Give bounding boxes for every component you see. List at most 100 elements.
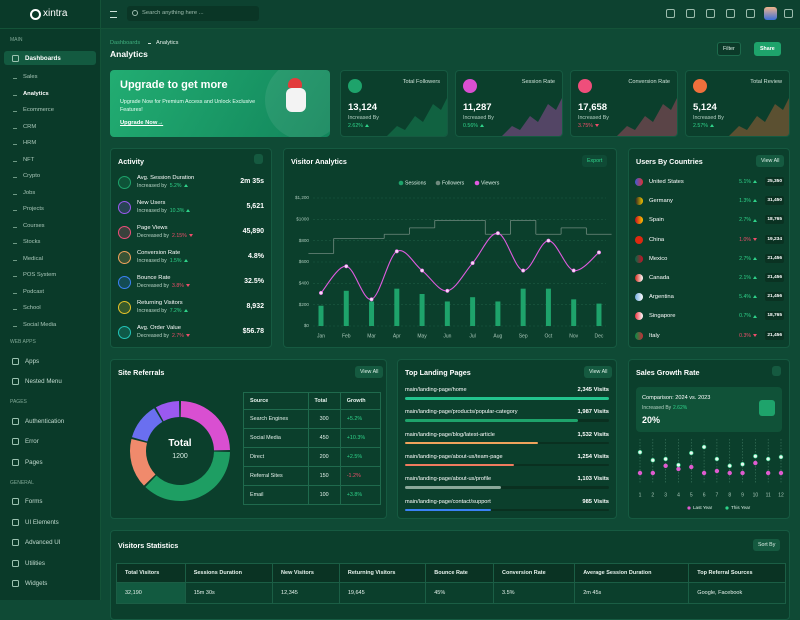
x-tick-label: Dec (595, 333, 604, 339)
nav-item[interactable]: Pages (4, 455, 96, 469)
more-button[interactable] (254, 154, 263, 164)
nav-subitem[interactable]: Ecommerce (23, 107, 54, 113)
nav-dash (13, 210, 17, 211)
nav-subitem[interactable]: Jobs (23, 189, 36, 196)
growth-icon (759, 400, 775, 416)
trend-arrow (753, 256, 757, 260)
x-tick-label: Jun (443, 333, 451, 339)
country-value: 21,456 (765, 330, 784, 340)
nav-subitem[interactable]: Analytics (23, 90, 49, 97)
bar (520, 288, 526, 326)
point (676, 462, 681, 468)
topbar: Search anything here ... (101, 0, 800, 29)
nav-subitem[interactable]: Sales (23, 74, 38, 80)
share-button[interactable]: Share (754, 42, 781, 56)
referrals-donut (130, 401, 230, 501)
page-path: main/landing-page/contact/support (405, 498, 491, 505)
activity-change: 10.3% (169, 208, 185, 214)
nav-item[interactable]: Forms (4, 495, 96, 509)
nav-item[interactable]: UI Elements (4, 515, 96, 529)
activity-value: 4.8% (248, 253, 264, 260)
bar (545, 288, 551, 326)
logo-icon (30, 9, 41, 20)
nav-item[interactable]: Authentication (4, 414, 96, 428)
table-header-row: Source Total Growth (243, 392, 382, 410)
banner-link[interactable]: Upgrade Now→ (120, 120, 164, 126)
bar (470, 297, 476, 326)
nav-subitem[interactable]: Medical (23, 255, 43, 262)
activity-icon (118, 251, 131, 264)
filter-button[interactable]: Filter (717, 42, 741, 56)
trend-arrow (183, 259, 188, 263)
trend-arrow (186, 209, 191, 213)
topbar-icon[interactable] (726, 9, 735, 18)
activity-icon (118, 301, 131, 314)
view-all-button[interactable]: View All (756, 155, 785, 167)
menu-toggle[interactable] (110, 11, 117, 18)
breadcrumb-root[interactable]: Dashboards (110, 40, 141, 46)
topbar-icon[interactable] (706, 9, 715, 18)
country-change-row: 2.1% (739, 275, 757, 281)
search-box[interactable]: Search anything here ... (127, 6, 259, 21)
nav-subitem[interactable]: Podcast (23, 288, 44, 295)
topbar-icon[interactable] (686, 9, 695, 18)
point (637, 470, 643, 476)
nav-subitem[interactable]: Stocks (23, 239, 41, 245)
topbar-icon[interactable] (746, 9, 755, 18)
country-change-row: 5.4% (739, 294, 757, 300)
activity-label: Decreased by (137, 333, 170, 339)
nav-subitem[interactable]: Courses (23, 222, 45, 229)
page-visits: 1,532 Visits (577, 431, 609, 438)
nav-subitem[interactable]: School (23, 305, 41, 311)
nav-subitem[interactable]: Projects (23, 206, 44, 212)
stat-card: Conversion Rate 17,658 Increased By 3.75% (570, 70, 678, 137)
table-cell: 19,645 (338, 582, 427, 604)
point (714, 468, 720, 474)
nav-subitem[interactable]: POS System (23, 272, 57, 278)
nav-subitem[interactable]: Social Media (23, 321, 57, 328)
nav-item[interactable]: Error (4, 435, 96, 449)
export-button[interactable]: Export (582, 155, 608, 167)
nav-item[interactable]: Utilities (4, 556, 96, 570)
view-all-button[interactable]: View All (355, 366, 384, 378)
country-change: 2.7% (739, 217, 751, 224)
stat-change: 3.75% (578, 123, 594, 129)
nav-label: Widgets (25, 580, 48, 587)
nav-item[interactable]: Nested Menu (4, 375, 96, 389)
topbar-icon[interactable] (666, 9, 675, 18)
table-row: Direct 200 +2.5% (243, 447, 382, 467)
view-all-button[interactable]: View All (584, 366, 613, 378)
card-title: Users By Countries (636, 157, 703, 166)
activity-label: Increased by (137, 183, 167, 189)
stat-icon (693, 79, 707, 93)
y-tick-label: $0 (304, 323, 310, 328)
section-label: WEB APPS (10, 339, 36, 345)
source-name: Email (243, 485, 309, 505)
sort-button[interactable]: Sort By (753, 539, 781, 551)
nav-item[interactable]: Dashboards (4, 51, 96, 65)
activity-label: Increased by (137, 258, 167, 264)
nav-label: UI Elements (25, 518, 59, 526)
point (420, 268, 425, 273)
nav-subitem[interactable]: Crypto (23, 173, 41, 179)
stat-label: Increased By (693, 115, 724, 121)
banner-figure (286, 88, 306, 112)
point (740, 461, 745, 467)
nav-item[interactable]: Widgets (4, 577, 96, 591)
table-row: Referral Sites 150 -1.2% (243, 466, 382, 486)
point (701, 444, 707, 450)
avatar[interactable] (764, 7, 777, 20)
topbar-icon[interactable] (784, 9, 793, 18)
nav-subitem[interactable]: CRM (23, 123, 37, 130)
nav-subitem[interactable]: HRM (23, 140, 37, 146)
upgrade-banner: Upgrade to get more Upgrade Now for Prem… (110, 70, 330, 137)
activity-label: Increased by (137, 308, 167, 314)
country-name: Spain (649, 217, 664, 224)
more-button[interactable] (772, 366, 781, 376)
logo-bar[interactable]: xintra (0, 0, 100, 29)
activity-change: 7.2% (169, 308, 182, 314)
nav-item[interactable]: Apps (4, 354, 96, 368)
nav-subitem[interactable]: NFT (23, 156, 35, 163)
nav-dash (13, 160, 17, 162)
nav-item[interactable]: Advanced UI (4, 536, 96, 550)
